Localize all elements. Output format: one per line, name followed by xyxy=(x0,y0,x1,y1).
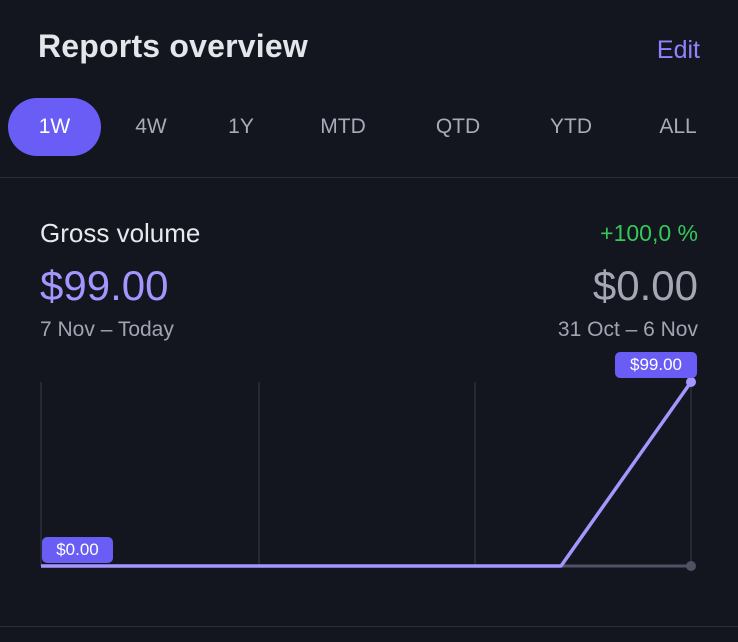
end-value-label: $99.00 xyxy=(615,352,697,378)
gross-volume-chart[interactable]: $0.00 $99.00 xyxy=(0,350,738,590)
gross-volume-card[interactable]: Gross volume +100,0 % $99.00 $0.00 7 Nov… xyxy=(40,218,698,348)
tab-mtd[interactable]: MTD xyxy=(320,115,366,138)
header: Reports overview Edit xyxy=(38,28,700,74)
divider xyxy=(0,626,738,627)
current-value: $99.00 xyxy=(40,262,169,309)
tab-all[interactable]: ALL xyxy=(659,115,697,138)
tab-4w[interactable]: 4W xyxy=(135,115,167,138)
edit-button[interactable]: Edit xyxy=(656,36,700,64)
metric-change-badge: +100,0 % xyxy=(600,220,698,246)
previous-value: $0.00 xyxy=(592,262,698,309)
current-period-endpoint xyxy=(686,377,696,387)
current-range: 7 Nov – Today xyxy=(40,318,174,341)
end-value-label-text: $99.00 xyxy=(630,355,682,374)
tab-1w[interactable]: 1W xyxy=(8,98,101,156)
range-tabs: 1W 4W 1Y MTD QTD YTD ALL xyxy=(8,98,738,156)
previous-range: 31 Oct – 6 Nov xyxy=(557,318,698,341)
metric-label: Gross volume xyxy=(40,218,201,248)
tab-qtd[interactable]: QTD xyxy=(435,115,481,138)
tab-ytd[interactable]: YTD xyxy=(550,115,592,138)
tab-1y[interactable]: 1Y xyxy=(228,115,254,138)
start-value-label-text: $0.00 xyxy=(56,540,99,559)
page-title: Reports overview xyxy=(38,28,308,64)
current-period-line xyxy=(41,380,693,568)
divider xyxy=(0,177,738,178)
start-value-label: $0.00 xyxy=(42,537,113,563)
previous-period-endpoint xyxy=(686,561,696,571)
